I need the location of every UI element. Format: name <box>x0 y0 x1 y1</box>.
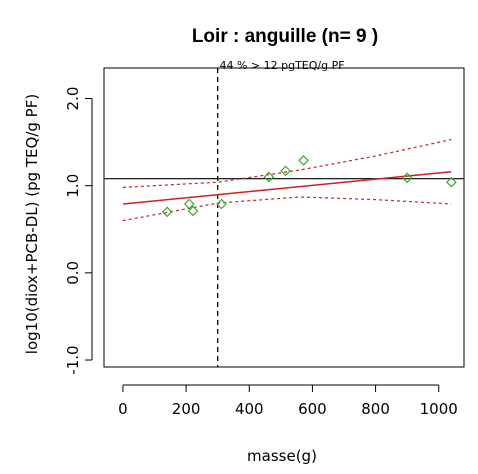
points-layer <box>161 155 457 218</box>
data-point <box>183 198 195 210</box>
ci-lower-line <box>122 196 452 222</box>
chart-title: Loir : anguille (n= 9 ) <box>192 26 378 47</box>
x-tick-label: 200 <box>172 400 201 418</box>
data-point <box>187 205 199 217</box>
threshold-annotation: 44 % > 12 pgTEQ/g PF <box>219 59 344 72</box>
y-tick-label: 2.0 <box>64 87 82 111</box>
regression-line <box>122 170 452 205</box>
y-axis: -1.0 0.0 1.0 2.0 <box>64 87 93 375</box>
data-point <box>263 171 275 183</box>
data-point <box>216 198 227 210</box>
data-point <box>446 176 457 188</box>
y-tick-label: 1.0 <box>64 174 82 198</box>
plot-frame <box>103 67 465 368</box>
x-tick-label: 1000 <box>420 400 458 418</box>
x-tick-label: 0 <box>118 400 128 418</box>
data-point <box>401 172 413 184</box>
data-point <box>280 165 291 177</box>
x-tick-label: 600 <box>298 400 327 418</box>
x-tick-label: 800 <box>361 400 390 418</box>
data-point <box>298 155 309 166</box>
ci-upper-line <box>122 138 452 188</box>
y-axis-label: log10(diox+PCB-DL) (pg TEQ/g PF) <box>23 94 41 354</box>
x-axis-label: masse(g) <box>247 447 317 465</box>
y-tick-label: 0.0 <box>64 261 82 285</box>
x-axis: 0 200 400 600 800 1000 <box>118 384 458 418</box>
lines-layer <box>104 68 464 367</box>
y-tick-label: -1.0 <box>64 345 82 374</box>
data-point <box>161 206 173 218</box>
x-tick-label: 400 <box>235 400 264 418</box>
